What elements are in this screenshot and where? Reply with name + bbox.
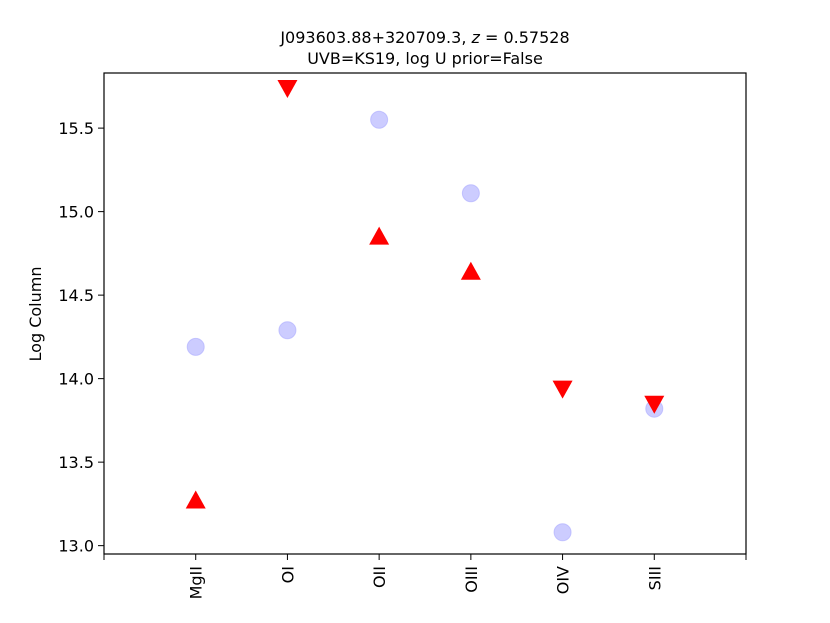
y-tick-label: 15.5 [58,119,94,138]
x-tick-label: OI [278,566,297,583]
x-tick-label: SIII [645,566,664,590]
y-tick-label: 13.5 [58,453,94,472]
data-point-triangle-down [552,380,573,399]
data-point-circle [370,110,389,129]
chart-title-line1: J093603.88+320709.3, z = 0.57528 [279,28,569,47]
chart-title-line2: UVB=KS19, log U prior=False [307,49,543,68]
y-axis-label: Log Column [26,267,45,362]
data-point-triangle-up [369,226,390,245]
x-tick-label: MgII [187,566,206,599]
y-tick-label: 14.0 [58,370,94,389]
data-point-circle [553,523,572,542]
y-tick-label: 14.5 [58,286,94,305]
data-point-circle [278,321,297,340]
x-tick-label: OII [370,566,389,588]
data-point-triangle-up [460,261,481,280]
data-point-triangle-down [644,395,665,414]
x-tick-label: OIII [462,566,481,593]
data-point-triangle-down [277,80,298,99]
plot-frame [103,72,747,555]
y-tick-label: 15.0 [58,203,94,222]
data-point-circle [186,337,205,356]
data-point-circle [461,184,480,203]
x-tick-label: OIV [554,566,573,594]
y-tick-label: 13.0 [58,537,94,556]
data-point-triangle-up [185,490,206,509]
